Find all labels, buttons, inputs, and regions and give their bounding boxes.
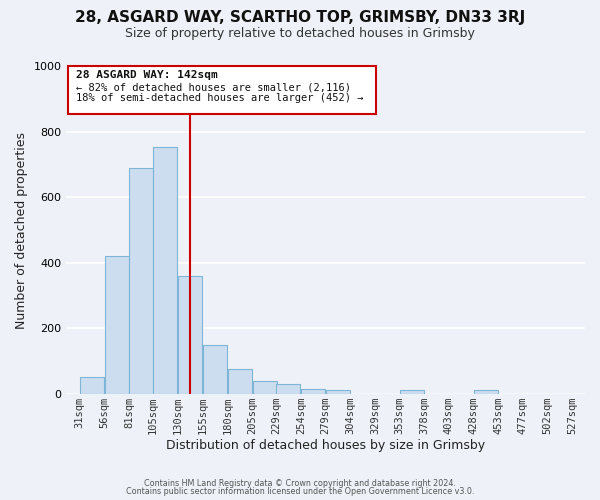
- Bar: [130, 168, 154, 394]
- Text: Size of property relative to detached houses in Grimsby: Size of property relative to detached ho…: [125, 28, 475, 40]
- Y-axis label: Number of detached properties: Number of detached properties: [15, 132, 28, 328]
- Text: 28 ASGARD WAY: 142sqm: 28 ASGARD WAY: 142sqm: [76, 70, 218, 81]
- Text: ← 82% of detached houses are smaller (2,116): ← 82% of detached houses are smaller (2,…: [76, 82, 352, 92]
- Bar: [203, 344, 227, 394]
- Bar: [228, 369, 252, 394]
- FancyBboxPatch shape: [68, 66, 376, 114]
- Text: 28, ASGARD WAY, SCARTHO TOP, GRIMSBY, DN33 3RJ: 28, ASGARD WAY, SCARTHO TOP, GRIMSBY, DN…: [75, 10, 525, 25]
- Bar: [326, 390, 350, 394]
- Bar: [277, 384, 301, 394]
- Bar: [178, 276, 202, 394]
- Bar: [301, 389, 325, 394]
- X-axis label: Distribution of detached houses by size in Grimsby: Distribution of detached houses by size …: [166, 440, 485, 452]
- Bar: [474, 390, 498, 394]
- Text: Contains public sector information licensed under the Open Government Licence v3: Contains public sector information licen…: [126, 487, 474, 496]
- Bar: [80, 378, 104, 394]
- Bar: [153, 146, 177, 394]
- Bar: [104, 256, 128, 394]
- Bar: [400, 390, 424, 394]
- Text: 18% of semi-detached houses are larger (452) →: 18% of semi-detached houses are larger (…: [76, 92, 364, 102]
- Text: Contains HM Land Registry data © Crown copyright and database right 2024.: Contains HM Land Registry data © Crown c…: [144, 478, 456, 488]
- Bar: [253, 380, 277, 394]
